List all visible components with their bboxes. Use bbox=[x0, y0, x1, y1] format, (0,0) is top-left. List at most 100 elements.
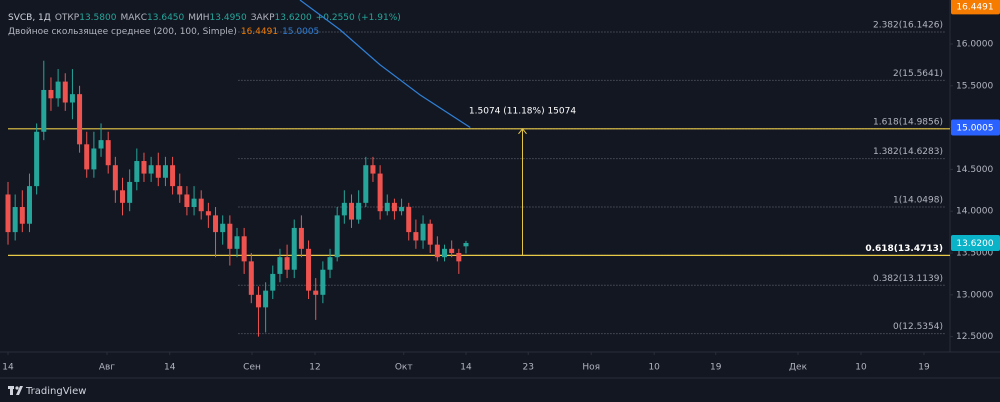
candle-body bbox=[69, 94, 75, 103]
candle-body bbox=[134, 161, 140, 182]
x-tick-label: 10 bbox=[648, 363, 660, 373]
x-tick-label: Ноя bbox=[582, 363, 600, 373]
fib-label: 1.618(14.9856) bbox=[873, 117, 943, 127]
field-label: ОТКР bbox=[55, 13, 80, 23]
candle-body bbox=[420, 223, 426, 241]
price-badge bbox=[951, 0, 1000, 15]
x-tick-label: 10 bbox=[855, 363, 867, 373]
x-tick-label: 19 bbox=[918, 363, 930, 373]
logo-shape bbox=[10, 386, 13, 395]
y-tick-label: 16.0000 bbox=[956, 39, 993, 49]
candle-body bbox=[434, 244, 440, 258]
candle-body bbox=[198, 198, 204, 212]
candle-body bbox=[384, 202, 390, 212]
candle-body bbox=[377, 173, 383, 212]
candle-body bbox=[148, 165, 154, 174]
candle-body bbox=[348, 202, 354, 220]
y-tick-label: 12.5000 bbox=[956, 332, 993, 342]
moving-average bbox=[299, 0, 471, 129]
indicator-name: Двойное скользящее среднее (200, 100, Si… bbox=[8, 27, 237, 37]
candle-body bbox=[48, 89, 54, 99]
candle-body bbox=[320, 269, 326, 295]
candle-body bbox=[248, 261, 254, 295]
x-tick-label: 23 bbox=[523, 363, 534, 373]
candle-body bbox=[170, 165, 176, 187]
brand-logo[interactable]: TradingView bbox=[8, 386, 86, 397]
candle-body bbox=[449, 248, 455, 254]
x-tick-label: Окт bbox=[395, 363, 413, 373]
candle-body bbox=[442, 248, 448, 258]
fib-label: 0(12.5354) bbox=[893, 322, 943, 332]
y-tick-label: 13.5000 bbox=[956, 249, 993, 259]
candle-body bbox=[177, 186, 183, 195]
candle-body bbox=[98, 140, 104, 149]
candle-body bbox=[184, 194, 190, 208]
fib-label: 0.382(13.1139) bbox=[873, 274, 943, 284]
candle-body bbox=[391, 202, 397, 212]
candle-body bbox=[234, 236, 240, 249]
indicator-line: Двойное скользящее среднее (200, 100, Si… bbox=[8, 27, 319, 37]
field-label: МИН bbox=[188, 13, 209, 23]
x-tick-label: 14 bbox=[2, 363, 14, 373]
candle-body bbox=[162, 165, 168, 178]
price-badge-label: 16.4491 bbox=[956, 2, 993, 12]
candle-body bbox=[356, 202, 362, 220]
x-tick-label: Сен bbox=[243, 363, 261, 373]
candle-body bbox=[291, 227, 297, 270]
candle-body bbox=[19, 207, 25, 224]
candle-body bbox=[127, 181, 133, 203]
candle-body bbox=[5, 194, 11, 233]
x-tick-label: Дек bbox=[789, 363, 808, 373]
candle-body bbox=[84, 144, 90, 170]
candle-body bbox=[155, 165, 161, 178]
candle-body bbox=[370, 165, 376, 174]
price-badge bbox=[951, 119, 1000, 136]
candle-body bbox=[55, 81, 61, 99]
candle-body bbox=[413, 232, 419, 241]
candle-body bbox=[399, 207, 405, 212]
candle-body bbox=[427, 223, 433, 245]
x-tick-label: 19 bbox=[710, 363, 722, 373]
fib-label: 2(15.5641) bbox=[893, 69, 943, 79]
candle-body bbox=[227, 223, 233, 249]
header-line: SVCB, 1Д ОТКР13.5800 МАКС13.6450 МИН13.4950… bbox=[8, 13, 401, 23]
fib-label: 2.382(16.1426) bbox=[873, 21, 943, 31]
logo-shape bbox=[15, 386, 19, 390]
candle-body bbox=[277, 257, 283, 274]
measure-label: 1.5074 (11.18%) 15074 bbox=[469, 106, 576, 116]
x-tick-label: 14 bbox=[164, 363, 176, 373]
candle-body bbox=[62, 81, 68, 103]
fib-label: 1(14.0498) bbox=[893, 196, 943, 206]
change: +0.2550 (+1.91%) bbox=[316, 13, 401, 23]
candle-body bbox=[334, 215, 340, 258]
fib-label: 1.382(14.6283) bbox=[873, 147, 943, 157]
candle-body bbox=[363, 165, 369, 203]
candle-body bbox=[284, 257, 290, 270]
x-tick-label: 14 bbox=[460, 363, 472, 373]
logo-shape bbox=[16, 386, 23, 395]
candle-body bbox=[255, 294, 261, 308]
candle-body bbox=[12, 207, 18, 233]
indicator-value: 16.4491 bbox=[241, 27, 278, 37]
candle-body bbox=[263, 290, 269, 308]
y-tick-label: 14.5000 bbox=[956, 165, 993, 175]
candle-body bbox=[105, 140, 111, 166]
candle-body bbox=[220, 223, 226, 233]
candle-body bbox=[241, 236, 247, 262]
candle-body bbox=[298, 227, 304, 249]
candle-body bbox=[120, 190, 126, 203]
x-tick-label: Авг bbox=[99, 363, 115, 373]
price-badge-label: 15.0005 bbox=[956, 124, 993, 134]
brand-name: TradingView bbox=[25, 386, 86, 397]
field-value: 13.5800 bbox=[79, 13, 116, 23]
indicator-value: 15.0005 bbox=[282, 27, 319, 37]
y-tick-label: 15.5000 bbox=[956, 81, 993, 91]
candle-body bbox=[26, 186, 32, 224]
x-tick-label: 12 bbox=[309, 363, 320, 373]
candle-body bbox=[213, 215, 219, 233]
price-badge bbox=[951, 234, 1000, 251]
candle-body bbox=[406, 207, 412, 233]
